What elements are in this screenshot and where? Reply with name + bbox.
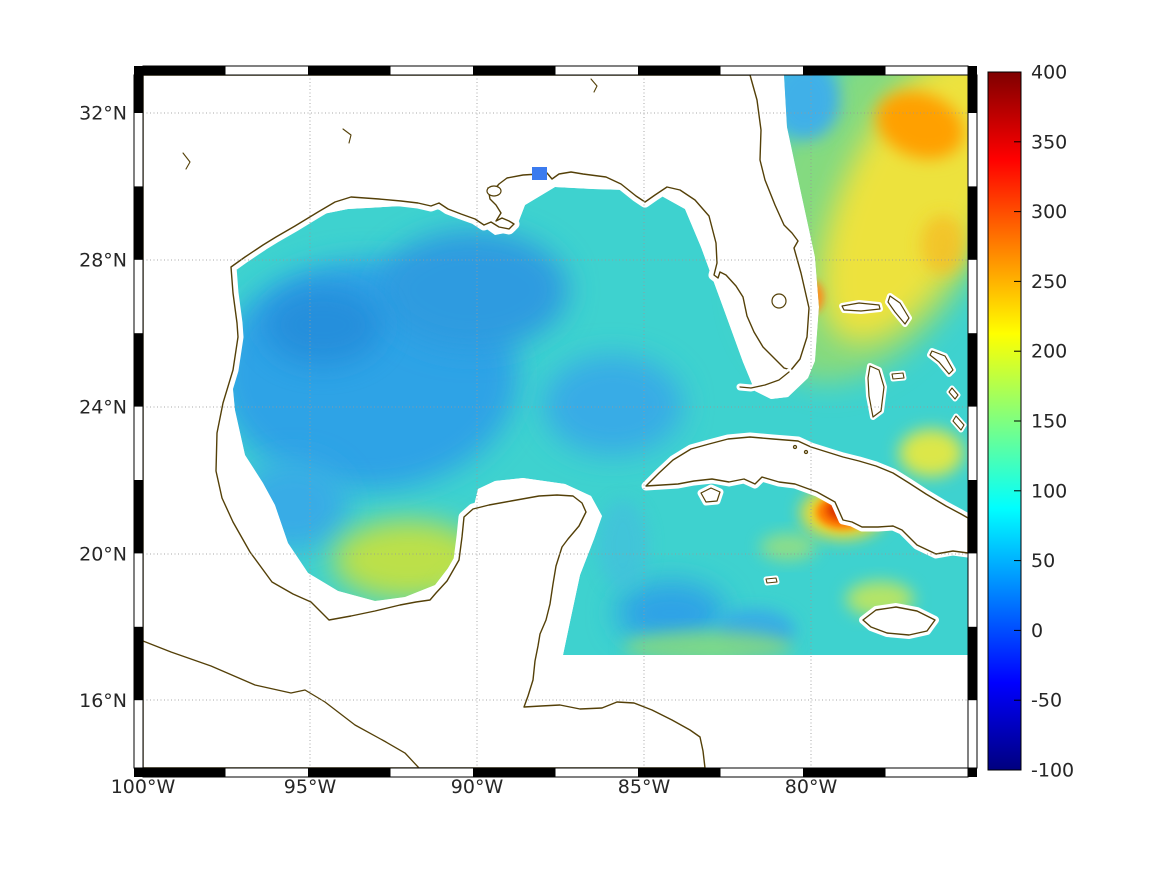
- plot-border: [142, 74, 969, 769]
- cbar-tick-label: 250: [1031, 271, 1067, 293]
- heat-patch: [598, 500, 648, 590]
- graticule: [143, 75, 968, 768]
- cbar-tick-label: 100: [1031, 480, 1067, 502]
- lon-tick-label: 85°W: [618, 776, 671, 798]
- frame-corner: [968, 66, 977, 75]
- colorbar-ticks: [1014, 71, 1021, 771]
- pacific-coastline: [142, 640, 420, 769]
- river-squiggle: [590, 78, 598, 93]
- lon-axis-labels: 100°W 95°W 90°W 85°W 80°W: [111, 776, 838, 798]
- heat-patch: [770, 75, 840, 140]
- heat-patch: [921, 215, 965, 275]
- frame-left: [133, 74, 144, 769]
- heat-patch: [378, 230, 568, 350]
- heat-patch: [238, 460, 348, 550]
- heat-patch: [820, 75, 968, 343]
- lat-tick-label: 20°N: [79, 544, 127, 566]
- cbar-tick-label: -50: [1031, 690, 1062, 712]
- frame-bottom: [142, 767, 969, 778]
- heat-patch: [899, 429, 963, 477]
- cbar-tick-label: 0: [1031, 620, 1043, 642]
- lon-tick-label: 90°W: [451, 776, 504, 798]
- frame-corner: [134, 768, 143, 777]
- frame-corner: [968, 768, 977, 777]
- cbar-tick-label: -100: [1031, 760, 1074, 782]
- heat-patch: [623, 631, 793, 655]
- lat-axis-labels: 32°N 28°N 24°N 20°N 16°N: [79, 103, 127, 713]
- frame-right: [967, 74, 978, 769]
- lat-tick-label: 16°N: [79, 690, 127, 712]
- lat-tick-label: 24°N: [79, 397, 127, 419]
- cbar-tick-label: 350: [1031, 131, 1067, 153]
- cbar-tick-label: 200: [1031, 341, 1067, 363]
- heat-patch: [876, 91, 964, 159]
- heat-patch: [760, 533, 816, 561]
- heat-patch: [263, 285, 383, 365]
- cbar-tick-label: 400: [1031, 62, 1067, 84]
- map-frame: [133, 65, 978, 778]
- colorbar-labels: 400 350 300 250 200 150 100 50 0 -50 -10…: [1031, 62, 1074, 782]
- river-squiggle: [182, 152, 191, 170]
- map-plot-area: [143, 0, 1065, 768]
- lat-tick-label: 28°N: [79, 250, 127, 272]
- cbar-tick-label: 150: [1031, 411, 1067, 433]
- cay-sal-bank-cay: [792, 444, 798, 450]
- lake-okeechobee: [771, 293, 787, 309]
- lon-tick-label: 80°W: [785, 776, 838, 798]
- lon-tick-label: 100°W: [111, 776, 176, 798]
- colorbar: 400 350 300 250 200 150 100 50 0 -50 -10…: [987, 62, 1074, 782]
- coast-details: [142, 78, 809, 769]
- lake-pontchartrain: [486, 185, 502, 197]
- frame-top: [142, 65, 969, 76]
- lat-tick-label: 32°N: [79, 103, 127, 125]
- cbar-tick-label: 300: [1031, 201, 1067, 223]
- frame-corner: [134, 66, 143, 75]
- heat-cell-mobile-bay: [532, 167, 547, 180]
- lon-tick-label: 95°W: [284, 776, 337, 798]
- cbar-tick-label: 50: [1031, 550, 1055, 572]
- river-squiggle: [342, 128, 352, 144]
- heat-patch: [543, 355, 683, 455]
- cay-sal-bank-cay: [803, 449, 809, 455]
